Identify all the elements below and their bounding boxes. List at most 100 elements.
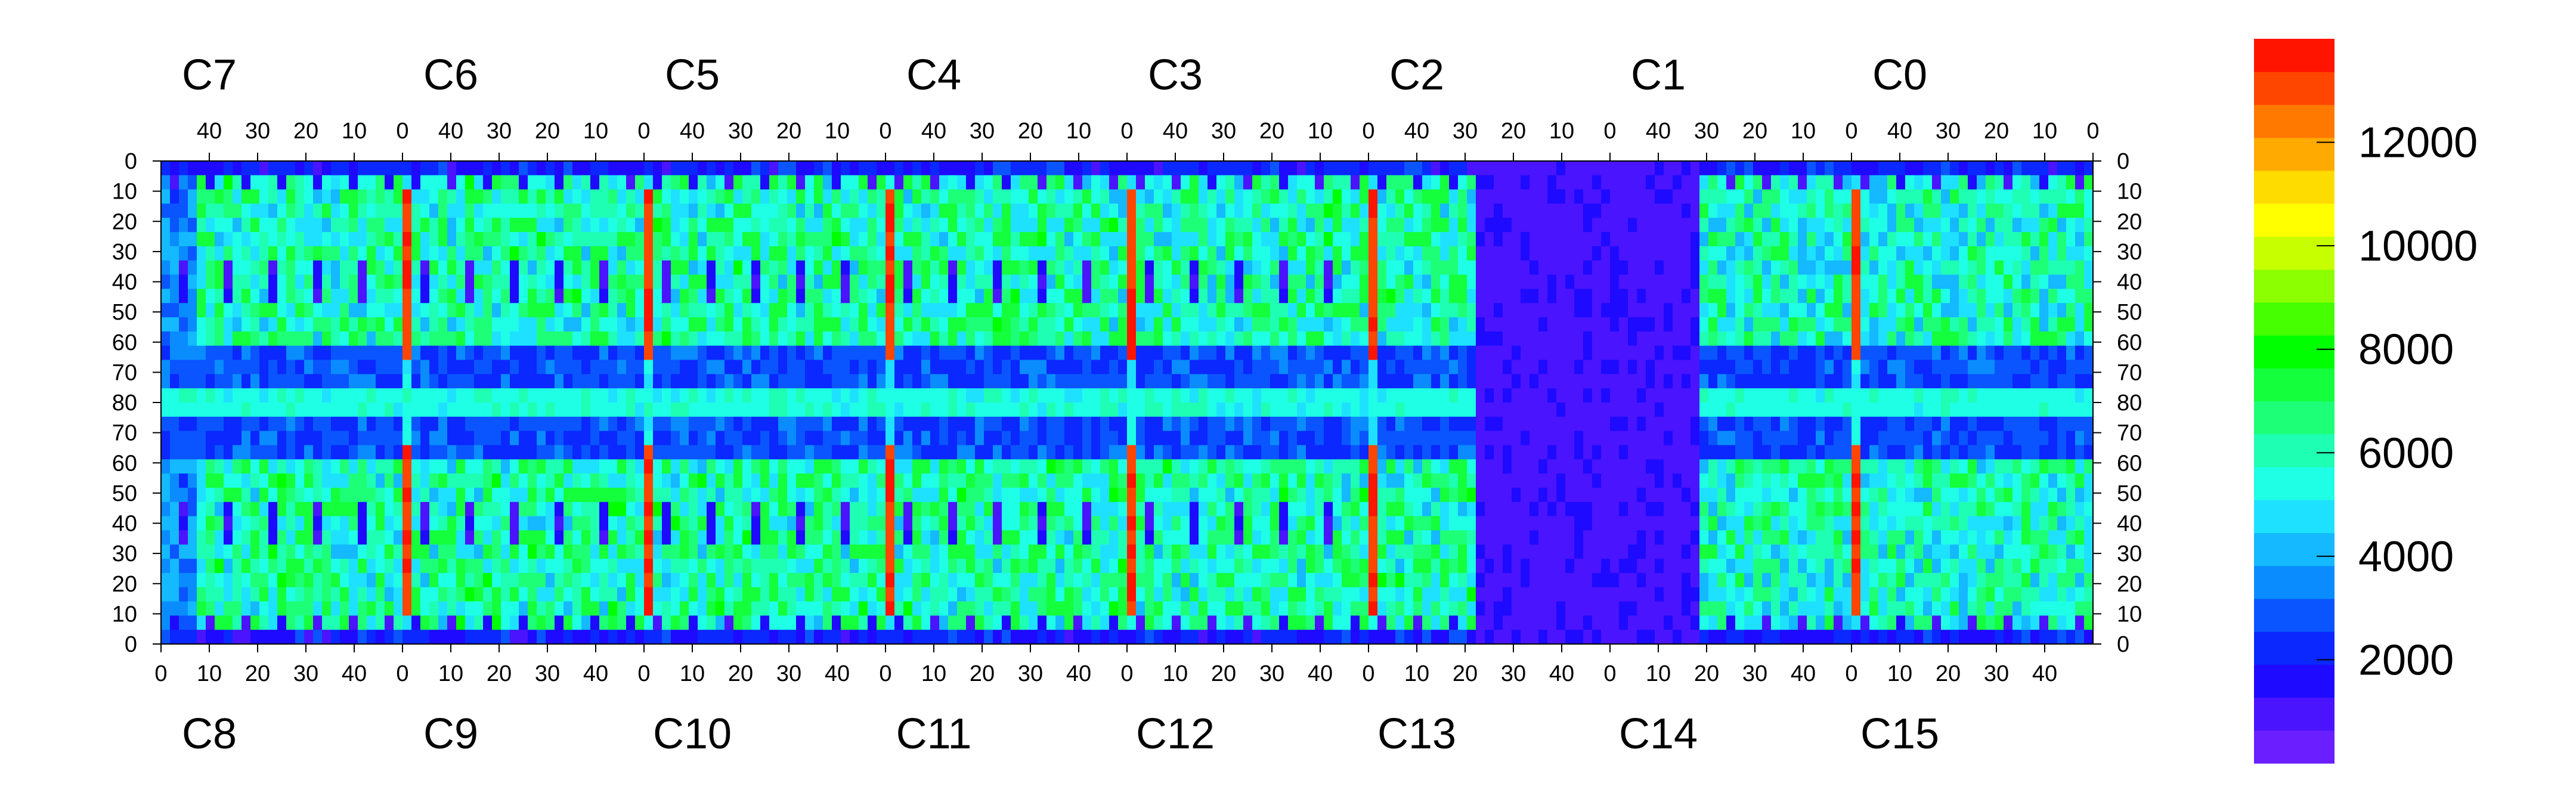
heatmap-cell <box>939 374 949 389</box>
heatmap-cell <box>1100 232 1110 247</box>
heatmap-cell <box>975 189 984 205</box>
heatmap-cell <box>1395 601 1405 616</box>
heatmap-cell <box>877 161 886 176</box>
heatmap-cell <box>519 161 528 176</box>
heatmap-cell <box>206 345 215 361</box>
heatmap-cell <box>689 587 698 602</box>
heatmap-cell <box>1064 473 1074 488</box>
heatmap-cell <box>1422 161 1432 176</box>
heatmap-cell <box>680 161 689 176</box>
heatmap-cell <box>1163 232 1172 247</box>
heatmap-cell <box>599 189 609 205</box>
heatmap-cell <box>1395 246 1405 261</box>
heatmap-cell <box>1458 487 1467 503</box>
heatmap-cell <box>1002 203 1011 218</box>
heatmap-cell <box>1145 630 1154 645</box>
heatmap-cell <box>1395 374 1405 389</box>
heatmap-cell <box>233 161 242 176</box>
heatmap-cell <box>1377 175 1387 190</box>
heatmap-cell <box>179 544 188 559</box>
heatmap-cell <box>921 530 931 545</box>
heatmap-cell <box>733 530 743 545</box>
heatmap-cell <box>376 572 385 588</box>
heatmap-cell <box>957 274 967 290</box>
heatmap-cell <box>170 572 179 588</box>
heatmap-cell <box>420 246 430 261</box>
heatmap-cell <box>367 374 376 389</box>
heatmap-cell <box>411 189 421 205</box>
heatmap-cell <box>537 175 546 190</box>
heatmap-cell <box>1082 445 1092 460</box>
heatmap-cell <box>259 289 269 304</box>
heatmap-cell <box>1333 232 1342 247</box>
heatmap-cell <box>170 331 179 346</box>
heatmap-cell <box>948 161 958 176</box>
heatmap-cell <box>411 445 421 460</box>
heatmap-cell <box>161 615 171 630</box>
heatmap-cell <box>689 203 698 218</box>
heatmap-cell <box>581 161 591 176</box>
heatmap-cell <box>1100 388 1110 403</box>
heatmap-cell <box>331 203 340 218</box>
heatmap-cell <box>322 544 332 559</box>
heatmap-cell <box>868 615 877 630</box>
heatmap-cell <box>1011 530 1020 545</box>
heatmap-cell <box>751 487 761 503</box>
heatmap-cell <box>313 530 323 545</box>
heatmap-cell <box>733 360 743 374</box>
heatmap-cell <box>1306 615 1315 630</box>
heatmap-cell <box>1404 530 1414 545</box>
heatmap-cell <box>242 601 251 616</box>
heatmap-cell <box>814 360 823 374</box>
heatmap-cell <box>564 402 573 417</box>
heatmap-cell <box>501 487 510 503</box>
heatmap-cell <box>724 630 734 645</box>
heatmap-cell <box>984 431 993 446</box>
heatmap-cell <box>1190 516 1199 531</box>
heatmap-cell <box>1368 402 1378 417</box>
heatmap-cell <box>751 416 761 432</box>
heatmap-cell <box>1449 289 1459 304</box>
heatmap-cell <box>528 345 537 361</box>
heatmap-cell <box>939 189 949 205</box>
heatmap-cell <box>1118 388 1128 403</box>
heatmap-cell <box>528 388 537 403</box>
heatmap-cell <box>1118 416 1128 432</box>
heatmap-cell <box>957 615 967 630</box>
heatmap-cell <box>1288 544 1298 559</box>
heatmap-cell <box>564 601 573 616</box>
heatmap-cell <box>796 445 806 460</box>
heatmap-cell <box>1208 402 1217 417</box>
heatmap-cell <box>662 175 671 190</box>
heatmap-cell <box>1377 331 1387 346</box>
heatmap-cell <box>1449 431 1459 446</box>
heatmap-cell <box>877 544 886 559</box>
heatmap-cell <box>1458 317 1467 332</box>
heatmap-cell <box>930 487 940 503</box>
heatmap-cell <box>707 175 716 190</box>
heatmap-cell <box>1181 615 1190 630</box>
heatmap-cell <box>179 559 188 574</box>
heatmap-cell <box>1100 501 1110 517</box>
heatmap-cell <box>456 587 466 602</box>
heatmap-cell <box>868 345 877 361</box>
heatmap-cell <box>1172 487 1181 503</box>
heatmap-cell <box>179 374 188 389</box>
heatmap-cell <box>1279 630 1289 645</box>
heatmap-cell <box>1377 360 1387 374</box>
heatmap-cell <box>250 601 260 616</box>
heatmap-cell <box>197 416 206 432</box>
heatmap-cell <box>984 289 993 304</box>
heatmap-cell <box>1449 161 1459 176</box>
heatmap-cell <box>590 572 600 588</box>
heatmap-cell <box>1073 232 1083 247</box>
heatmap-cell <box>1467 559 1476 574</box>
heatmap-cell <box>1216 232 1226 247</box>
heatmap-cell <box>224 360 233 374</box>
heatmap-cell <box>617 189 627 205</box>
heatmap-cell <box>429 360 439 374</box>
heatmap-cell <box>277 203 287 218</box>
heatmap-cell <box>340 317 349 332</box>
heatmap-cell <box>1270 431 1280 446</box>
heatmap-cell <box>608 501 618 517</box>
